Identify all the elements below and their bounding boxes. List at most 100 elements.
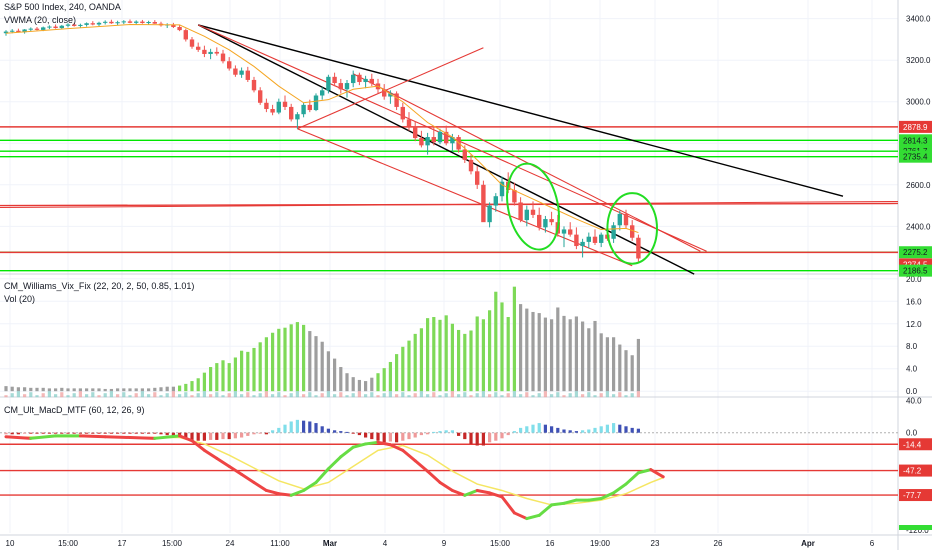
- vix-bar[interactable]: [103, 388, 107, 392]
- macd-histogram-bar[interactable]: [438, 431, 442, 433]
- vix-bar[interactable]: [277, 328, 281, 392]
- candle[interactable]: [462, 149, 467, 160]
- macd-panel[interactable]: [0, 419, 898, 521]
- macd-histogram-bar[interactable]: [587, 429, 591, 433]
- macd-histogram-bar[interactable]: [252, 432, 256, 435]
- candle[interactable]: [10, 30, 15, 32]
- trendline[interactable]: [297, 47, 484, 130]
- vix-bar[interactable]: [233, 357, 237, 392]
- vix-bar[interactable]: [525, 308, 529, 392]
- vix-bar[interactable]: [252, 347, 256, 392]
- candle[interactable]: [41, 27, 46, 30]
- highlight-ellipse[interactable]: [500, 159, 567, 255]
- macd-histogram-bar[interactable]: [556, 427, 560, 433]
- macd-histogram-bar[interactable]: [568, 430, 572, 433]
- candle[interactable]: [214, 51, 219, 54]
- vix-bar[interactable]: [574, 316, 578, 392]
- vix-bar[interactable]: [60, 387, 64, 392]
- vix-bar[interactable]: [159, 387, 163, 392]
- candle[interactable]: [220, 53, 226, 62]
- vix-bar[interactable]: [599, 333, 603, 392]
- macd-line[interactable]: [364, 440, 380, 446]
- macd-histogram-bar[interactable]: [407, 432, 411, 440]
- candle[interactable]: [134, 21, 139, 23]
- vix-bar[interactable]: [134, 388, 138, 392]
- candle[interactable]: [444, 131, 449, 144]
- macd-histogram-bar[interactable]: [184, 432, 188, 440]
- candle[interactable]: [313, 95, 319, 111]
- candle[interactable]: [90, 23, 95, 25]
- macd-line[interactable]: [475, 488, 492, 495]
- candle[interactable]: [196, 46, 201, 50]
- vix-bar[interactable]: [165, 386, 169, 392]
- vix-bar[interactable]: [426, 318, 430, 392]
- macd-line[interactable]: [525, 513, 541, 521]
- candle[interactable]: [413, 126, 418, 139]
- macd-line[interactable]: [612, 482, 628, 495]
- macd-histogram-bar[interactable]: [103, 432, 107, 434]
- macd-histogram-bar[interactable]: [388, 432, 392, 442]
- macd-histogram-bar[interactable]: [4, 432, 8, 435]
- macd-histogram-bar[interactable]: [85, 432, 89, 434]
- candle[interactable]: [475, 171, 480, 185]
- macd-histogram-bar[interactable]: [419, 432, 423, 436]
- macd-histogram-bar[interactable]: [147, 432, 151, 434]
- candle[interactable]: [282, 101, 288, 107]
- candle[interactable]: [481, 184, 486, 223]
- vix-bar[interactable]: [413, 333, 417, 392]
- candle[interactable]: [152, 22, 157, 24]
- macd-histogram-bar[interactable]: [395, 432, 399, 443]
- vix-bar[interactable]: [357, 379, 361, 392]
- vix-bar[interactable]: [202, 372, 206, 392]
- vix-bar[interactable]: [556, 307, 560, 392]
- vix-bar[interactable]: [395, 354, 399, 392]
- candle[interactable]: [84, 23, 89, 25]
- candle[interactable]: [245, 70, 250, 80]
- vix-bar[interactable]: [47, 388, 51, 392]
- macd-histogram-bar[interactable]: [16, 432, 20, 435]
- candle[interactable]: [96, 22, 102, 25]
- price-level-tag[interactable]: 2275.2: [903, 248, 928, 257]
- candle[interactable]: [450, 137, 455, 144]
- vix-bar[interactable]: [512, 286, 516, 392]
- candle[interactable]: [239, 70, 244, 75]
- vix-bar[interactable]: [227, 363, 231, 392]
- candle[interactable]: [276, 101, 281, 113]
- macd-histogram-bar[interactable]: [91, 432, 95, 434]
- x-axis[interactable]: 10 15:00 17 15:00 24 11:00 Mar 4 9 15:00 16 19:00 23…: [6, 539, 875, 548]
- vix-bar[interactable]: [581, 321, 585, 392]
- candle[interactable]: [53, 26, 58, 29]
- vix-bar[interactable]: [587, 328, 591, 392]
- macd-line[interactable]: [636, 468, 653, 475]
- vix-bar[interactable]: [469, 330, 473, 392]
- macd-line[interactable]: [426, 469, 442, 484]
- candle[interactable]: [171, 24, 176, 27]
- macd-histogram-bar[interactable]: [618, 424, 622, 433]
- macd-line[interactable]: [178, 434, 194, 443]
- macd-histogram-bar[interactable]: [35, 432, 39, 434]
- vix-bar[interactable]: [388, 361, 392, 392]
- macd-line[interactable]: [401, 448, 417, 463]
- macd-histogram-bar[interactable]: [432, 431, 436, 433]
- macd-line[interactable]: [128, 436, 157, 440]
- macd-histogram-bar[interactable]: [630, 427, 634, 433]
- macd-histogram-bar[interactable]: [550, 426, 554, 433]
- macd-level-tag[interactable]: -14.4: [903, 440, 922, 449]
- candle[interactable]: [115, 22, 120, 24]
- vix-bar[interactable]: [605, 337, 609, 392]
- candle[interactable]: [177, 26, 182, 31]
- vix-bar[interactable]: [258, 342, 262, 392]
- macd-histogram-bar[interactable]: [519, 427, 523, 433]
- macd-line[interactable]: [277, 492, 293, 497]
- macd-histogram-bar[interactable]: [320, 426, 324, 433]
- vix-bar[interactable]: [283, 327, 287, 392]
- candle[interactable]: [592, 236, 598, 243]
- candle[interactable]: [338, 83, 343, 90]
- price-level-tag[interactable]: 2735.4: [903, 153, 928, 162]
- macd-histogram-bar[interactable]: [326, 428, 330, 433]
- macd-line[interactable]: [314, 467, 330, 484]
- macd-line[interactable]: [537, 503, 554, 517]
- vix-bar[interactable]: [401, 346, 405, 392]
- macd-histogram-bar[interactable]: [10, 432, 14, 435]
- vix-bar[interactable]: [97, 388, 101, 392]
